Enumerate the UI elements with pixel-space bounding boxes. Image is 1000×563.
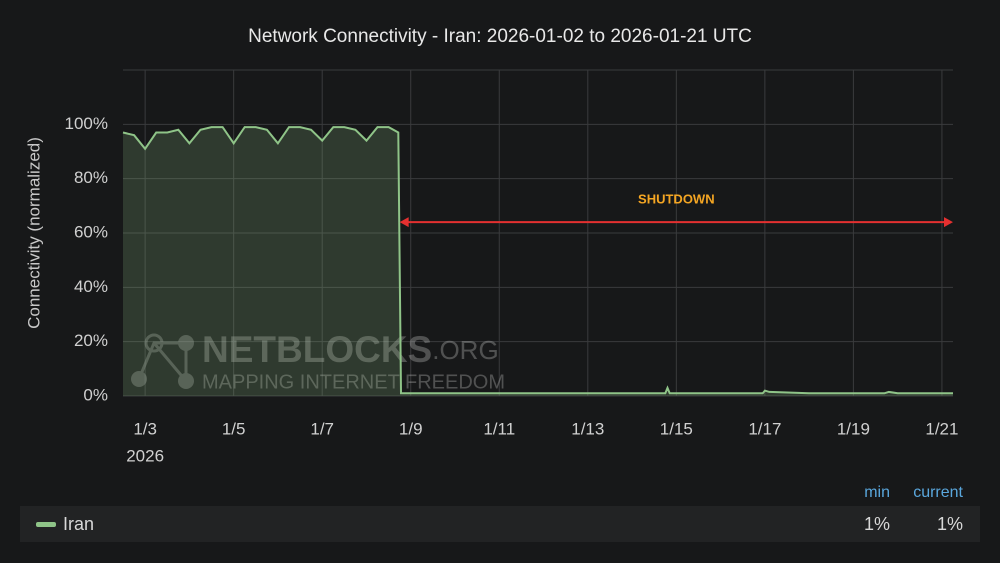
- watermark-icon: [144, 333, 164, 353]
- y-tick-label: 100%: [65, 114, 108, 133]
- legend-value: 1%: [937, 514, 963, 534]
- y-tick-label: 20%: [74, 331, 108, 350]
- legend-header: min: [864, 484, 890, 501]
- watermark-title: NETBLOCKS.ORG: [202, 329, 499, 370]
- watermark-icon: [137, 341, 188, 386]
- chart-title: Network Connectivity - Iran: 2026-01-02 …: [248, 26, 752, 47]
- watermark-title: NETBLOCKS: [202, 329, 432, 370]
- legend-value: 1%: [864, 514, 890, 534]
- y-tick-label: 0%: [83, 385, 108, 404]
- series-line: [122, 126, 953, 395]
- watermark-icon: [178, 335, 194, 351]
- arrow-head: [399, 217, 409, 228]
- x-tick-label: 1/3: [133, 419, 157, 438]
- y-tick-label: 40%: [74, 277, 108, 296]
- x-tick-label: 1/9: [399, 419, 423, 438]
- watermark-tagline: MAPPING INTERNET FREEDOM: [202, 371, 505, 393]
- legend-entry: Iran: [63, 514, 94, 534]
- x-tick-label: 1/15: [660, 419, 693, 438]
- y-tick-label: 60%: [74, 222, 108, 241]
- legend-header: current: [913, 484, 963, 501]
- x-tick-label: 1/17: [748, 419, 781, 438]
- x-tick-label: 1/21: [925, 419, 958, 438]
- y-tick-label: 80%: [74, 168, 108, 187]
- series-area: [123, 127, 953, 396]
- x-tick-label: 1/5: [222, 419, 246, 438]
- watermark-icon: [131, 371, 147, 387]
- legend-row: [20, 506, 980, 542]
- x-tick-label: 1/11: [483, 419, 515, 438]
- legend-swatch: [36, 522, 56, 527]
- x-tick-label: 1/13: [571, 419, 604, 438]
- x-year-label: 2026: [126, 446, 164, 465]
- y-axis-label: Connectivity (normalized): [24, 137, 43, 329]
- watermark-suffix: .ORG: [432, 335, 498, 365]
- x-tick-label: 1/7: [310, 419, 334, 438]
- annotation-label: SHUTDOWN: [638, 192, 715, 207]
- watermark-icon: [178, 373, 194, 389]
- x-tick-label: 1/19: [837, 419, 870, 438]
- arrow-head: [944, 217, 953, 228]
